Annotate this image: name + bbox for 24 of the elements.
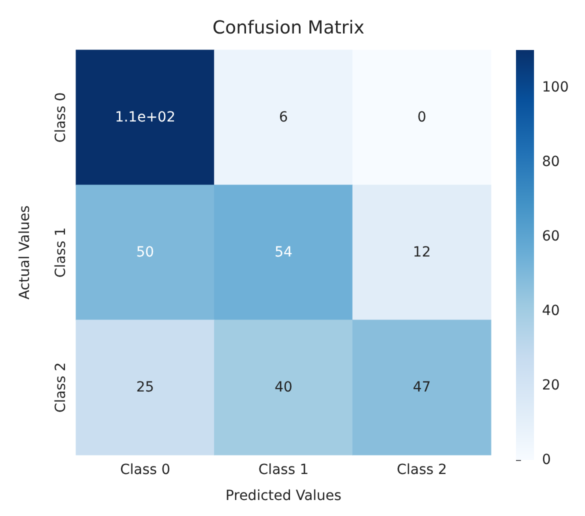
color-bar-label: 40 bbox=[542, 302, 560, 319]
chart-title: Confusion Matrix bbox=[212, 18, 365, 38]
data-label: 47 bbox=[412, 380, 431, 396]
x-axis-title: Predicted Values bbox=[226, 488, 342, 504]
color-bar-label: 20 bbox=[542, 377, 560, 394]
data-label: 54 bbox=[274, 244, 292, 260]
color-bar-label: 60 bbox=[542, 228, 560, 244]
y-tick-label: Class 0 bbox=[53, 92, 69, 143]
data-label: 40 bbox=[274, 380, 292, 396]
data-label: 25 bbox=[136, 380, 154, 396]
color-bar-label: 100 bbox=[542, 79, 569, 96]
y-axis-title: Actual Values bbox=[17, 205, 33, 300]
x-tick-label: Class 2 bbox=[396, 462, 447, 478]
data-label: 1.1e+02 bbox=[114, 110, 176, 126]
data-label: 0 bbox=[417, 110, 426, 126]
data-label: 12 bbox=[412, 244, 431, 260]
y-tick-label: Class 2 bbox=[53, 362, 69, 413]
y-tick-label: Class 1 bbox=[53, 227, 69, 278]
color-bar-label: 0 bbox=[542, 452, 551, 468]
x-tick-label: Class 1 bbox=[258, 462, 309, 478]
color-bar-label: 80 bbox=[542, 154, 560, 170]
x-tick-label: Class 0 bbox=[120, 462, 170, 478]
data-label: 50 bbox=[136, 244, 154, 260]
data-label: 6 bbox=[279, 110, 288, 126]
